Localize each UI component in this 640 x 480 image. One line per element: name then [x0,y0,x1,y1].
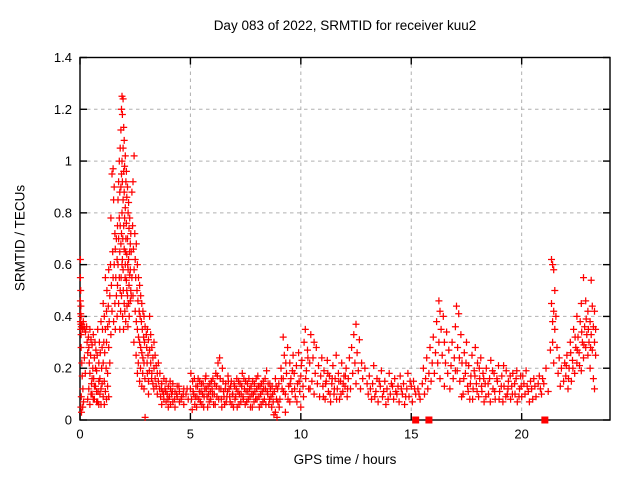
x-tick-label: 0 [76,427,83,442]
flagged-zero-point [425,416,433,424]
flagged-zero-point [412,416,420,424]
scatter-points [76,92,600,421]
x-axis-title: GPS time / hours [293,452,397,467]
y-tick-label: 0.2 [54,361,72,376]
y-tick-label: 1.2 [54,102,72,117]
x-tick-label: 15 [404,427,418,442]
y-tick-label: 1.4 [54,50,72,65]
y-tick-label: 1 [65,154,72,169]
y-axis-title: SRMTID / TECUs [12,184,28,292]
y-tick-label: 0.6 [54,257,72,272]
plot-border [79,56,611,421]
y-tick-label: 0.8 [54,205,72,220]
x-tick-label: 20 [514,427,528,442]
y-tick-label: 0 [65,413,72,428]
y-tick-label: 0.4 [54,309,72,324]
x-tick-label: 5 [187,427,194,442]
flagged-zero-point [541,416,549,424]
chart-title: Day 083 of 2022, SRMTID for receiver kuu… [213,18,477,33]
x-tick-label: 10 [294,427,308,442]
